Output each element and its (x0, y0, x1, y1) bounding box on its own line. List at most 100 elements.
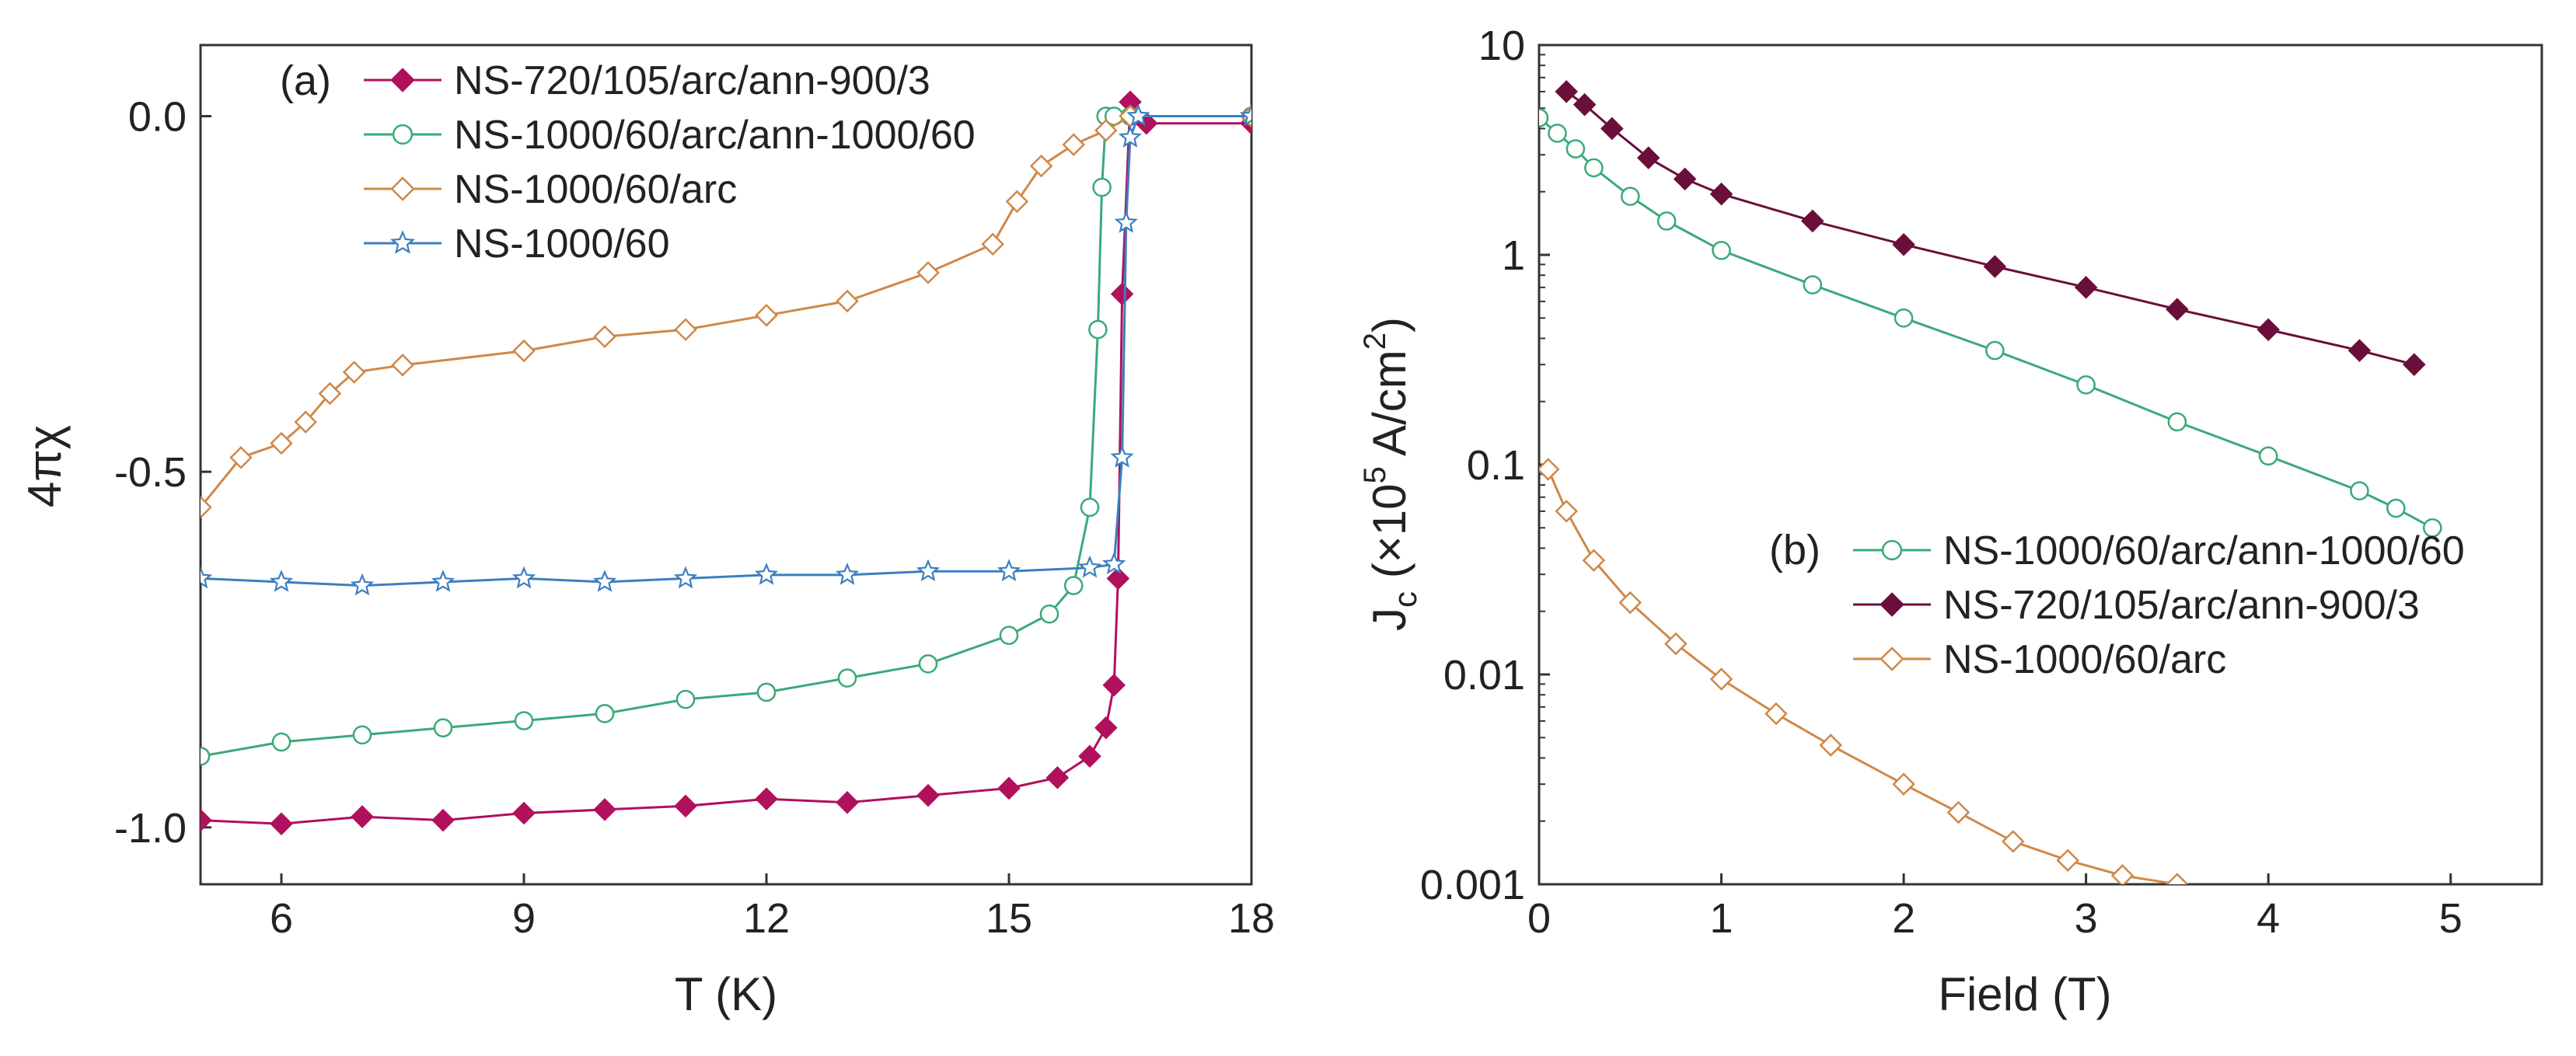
data-point (674, 794, 697, 818)
data-point (999, 626, 1019, 645)
data-point (836, 790, 859, 814)
legend-marker (1880, 646, 1904, 671)
data-point (592, 570, 617, 592)
series-line (1539, 117, 2434, 529)
legend-item-ns-1000-60-arc-ann-1000-60: NS-1000/60/arc/ann-1000/60 (364, 113, 976, 158)
x-tick-label: 5 (2439, 895, 2463, 942)
data-point (1126, 103, 1150, 127)
data-point (918, 653, 938, 674)
data-point (1565, 139, 1586, 159)
panel-a-legend: NS-720/105/arc/ann-900/3 NS-1000/60/arc/a… (364, 58, 976, 267)
data-point (1548, 124, 1567, 143)
data-point (1656, 211, 1677, 231)
data-point (1077, 555, 1102, 578)
legend-label: NS-1000/60/arc (1943, 637, 2226, 682)
y-tick-label: -1.0 (114, 805, 187, 852)
data-point (837, 668, 857, 688)
y-tick-label: 0.001 (1420, 862, 1525, 908)
data-point (229, 446, 253, 469)
data-point (916, 261, 940, 284)
data-point (1005, 190, 1029, 214)
legend-item-ns-1000-60-arc: NS-1000/60/arc (1853, 637, 2226, 682)
legend-label: NS-720/105/arc/ann-900/3 (1943, 583, 2420, 628)
data-point (1555, 80, 1578, 103)
data-point (754, 563, 779, 585)
panel-b-tag: (b) (1769, 527, 1820, 573)
data-point (675, 689, 696, 709)
data-point (512, 339, 536, 363)
data-point (201, 808, 212, 832)
data-point (1092, 177, 1112, 197)
data-point (997, 559, 1021, 582)
legend-item-ns-720-105-arc-ann-900-3: NS-720/105/arc/ann-900/3 (364, 58, 930, 103)
data-point (1078, 744, 1101, 768)
data-point (1539, 108, 1549, 127)
data-point (1803, 275, 1823, 294)
series-line (201, 115, 1251, 758)
x-tick-label: 9 (512, 895, 536, 942)
legend-marker (390, 68, 415, 92)
data-point (2258, 446, 2278, 466)
data-point (2403, 353, 2426, 376)
legend-label: NS-1000/60/arc/ann-1000/60 (454, 113, 976, 158)
x-tick-label: 15 (986, 895, 1032, 942)
legend-label: NS-1000/60 (454, 221, 670, 267)
data-point (1985, 340, 2005, 361)
data-point (1712, 240, 1731, 260)
data-point (352, 725, 372, 745)
data-point (1983, 255, 2007, 278)
y-tick-label: 0.0 (128, 94, 187, 141)
data-point (1618, 591, 1642, 615)
data-point (2257, 318, 2280, 342)
legend-item-ns-1000-60-arc: NS-1000/60/arc (364, 167, 737, 212)
legend-marker (389, 230, 416, 254)
panel-a-y-axis-label: 4πχ (19, 425, 71, 507)
data-point (1062, 133, 1085, 156)
data-point (1539, 458, 1560, 481)
data-point (433, 718, 453, 737)
data-point (1600, 117, 1624, 141)
data-point (1764, 702, 1788, 726)
data-point (1088, 319, 1108, 340)
data-point (1673, 167, 1697, 191)
data-point (2074, 276, 2098, 299)
data-point (1620, 186, 1640, 207)
y-tick-label: 0.01 (1443, 652, 1525, 699)
data-point (1709, 182, 1733, 206)
y-tick-label: -0.5 (114, 449, 187, 496)
data-point (755, 304, 778, 327)
y-tick-label: 10 (1478, 23, 1525, 69)
x-tick-label: 18 (1228, 895, 1275, 942)
data-point (431, 570, 456, 592)
legend-item-ns-720-105-arc-ann-900-3: NS-720/105/arc/ann-900/3 (1853, 583, 2420, 628)
legend-marker (392, 124, 414, 145)
data-point (1572, 92, 1597, 117)
data-point (1709, 667, 1733, 691)
legend-marker (1880, 592, 1904, 617)
panel-a-tag: (a) (280, 58, 331, 104)
data-point (512, 801, 536, 825)
series-line (201, 115, 1251, 587)
series-ns-1000-60 (201, 103, 1251, 596)
panel-a-chart: 6 9 12 15 18 0.0 -0.5 -1.0 (a) NS-720/105/arc/a… (19, 44, 1275, 1020)
data-point (2167, 412, 2187, 432)
data-point (1892, 772, 1915, 796)
panel-b-y-axis-label: Jc (×105 A/cm2) (1358, 317, 1423, 631)
data-point (2166, 873, 2189, 884)
legend-item-ns-1000-60: NS-1000/60 (364, 221, 670, 267)
panel-b-marks (1539, 80, 2442, 884)
data-point (1080, 497, 1100, 518)
data-point (2422, 518, 2442, 538)
y-tick-label: 0.1 (1467, 442, 1525, 489)
data-point (270, 431, 293, 455)
data-point (916, 559, 941, 582)
data-point (1114, 210, 1138, 233)
data-point (2350, 481, 2369, 501)
data-point (836, 289, 859, 313)
x-tick-label: 2 (1892, 895, 1915, 942)
x-tick-label: 3 (2075, 895, 2098, 942)
data-point (2056, 849, 2079, 873)
data-point (1094, 119, 1118, 142)
data-point (1094, 716, 1118, 740)
data-point (1110, 282, 1134, 306)
